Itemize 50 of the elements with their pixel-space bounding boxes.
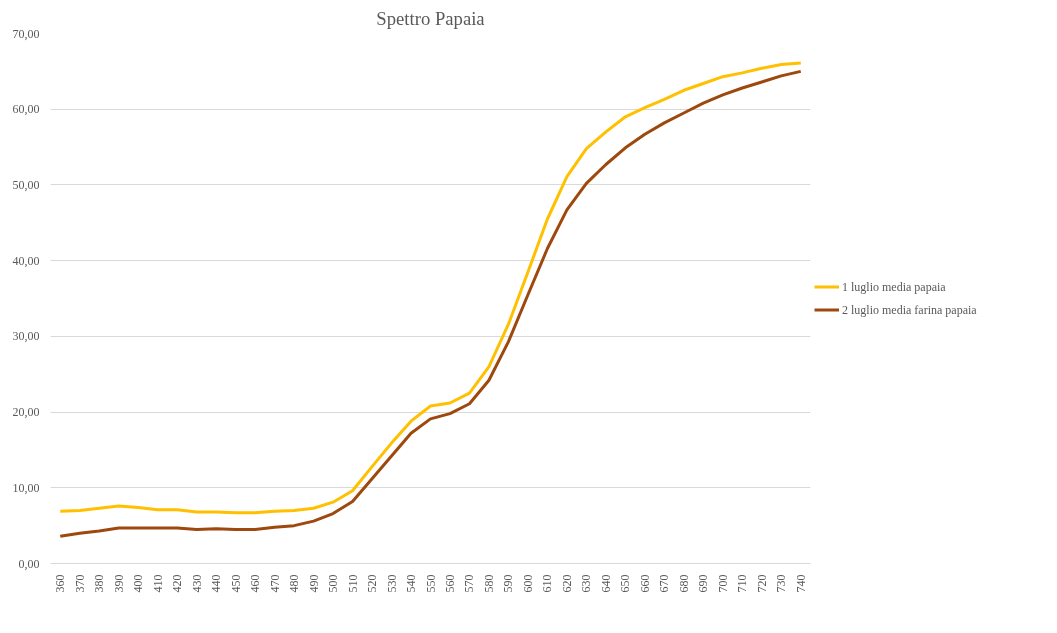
x-tick-label: 490 — [306, 574, 321, 593]
x-tick-label: 630 — [579, 574, 594, 593]
x-tick-label: 590 — [501, 574, 516, 593]
x-tick-label: 480 — [287, 574, 302, 593]
x-tick-label: 690 — [696, 574, 711, 593]
y-tick-label: 20,00 — [12, 405, 40, 420]
x-tick-label: 700 — [715, 574, 730, 593]
x-tick-label: 370 — [72, 574, 87, 593]
x-tick-label: 520 — [365, 574, 380, 593]
y-tick-label: 10,00 — [12, 480, 40, 495]
y-tick-label: 70,00 — [12, 26, 40, 41]
x-tick-label: 380 — [92, 574, 107, 593]
x-tick-label: 550 — [423, 574, 438, 593]
x-tick-label: 560 — [442, 574, 457, 593]
x-tick-label: 710 — [735, 574, 750, 593]
x-tick-label: 660 — [637, 574, 652, 593]
x-tick-label: 400 — [131, 574, 146, 593]
legend-label: 2 luglio media farina papaia — [842, 302, 977, 317]
x-tick-label: 500 — [326, 574, 341, 593]
x-tick-label: 720 — [754, 574, 769, 593]
x-tick-label: 420 — [170, 574, 185, 593]
x-tick-label: 600 — [520, 574, 535, 593]
x-tick-label: 640 — [598, 574, 613, 593]
y-tick-label: 0,00 — [18, 556, 40, 571]
x-tick-label: 510 — [345, 574, 360, 593]
x-tick-label: 670 — [657, 574, 672, 593]
x-tick-label: 440 — [209, 574, 224, 593]
x-tick-label: 470 — [267, 574, 282, 593]
x-tick-label: 410 — [150, 574, 165, 593]
x-tick-label: 740 — [793, 574, 808, 593]
y-tick-label: 60,00 — [12, 102, 40, 117]
x-tick-label: 390 — [111, 574, 126, 593]
x-tick-label: 570 — [462, 574, 477, 593]
x-tick-label: 610 — [540, 574, 555, 593]
x-tick-label: 530 — [384, 574, 399, 593]
y-tick-label: 50,00 — [12, 177, 40, 192]
chart-title: Spettro Papaia — [376, 7, 486, 29]
x-tick-label: 650 — [618, 574, 633, 593]
x-tick-label: 430 — [189, 574, 204, 593]
x-tick-label: 730 — [774, 574, 789, 593]
x-tick-label: 620 — [559, 574, 574, 593]
legend-label: 1 luglio media papaia — [842, 279, 946, 294]
x-tick-label: 360 — [53, 574, 68, 593]
x-tick-label: 680 — [676, 574, 691, 593]
x-tick-label: 460 — [248, 574, 263, 593]
y-tick-label: 30,00 — [12, 329, 40, 344]
x-tick-label: 580 — [481, 574, 496, 593]
x-tick-label: 540 — [404, 574, 419, 593]
y-tick-label: 40,00 — [12, 253, 40, 268]
x-tick-label: 450 — [228, 574, 243, 593]
